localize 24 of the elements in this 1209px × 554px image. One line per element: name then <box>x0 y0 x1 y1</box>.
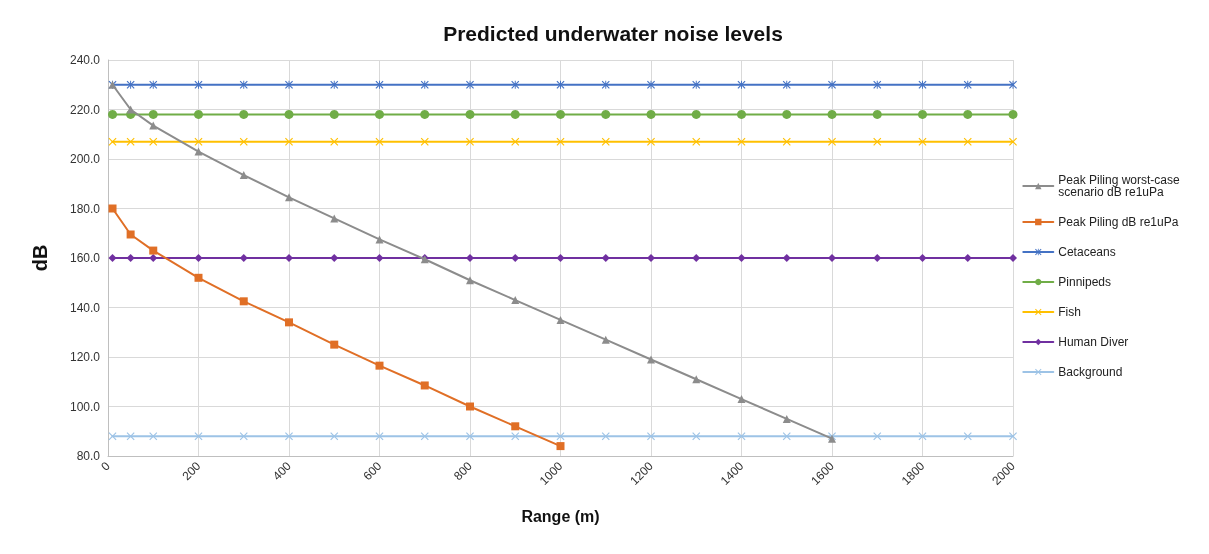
legend-label: Peak Piling worst-case scenario dB re1uPa <box>1058 173 1183 199</box>
x-tick-label: 400 <box>269 458 295 484</box>
x-tick-label: 600 <box>360 458 385 484</box>
y-tick-label: 100.0 <box>69 399 101 414</box>
legend-label: Pinnipeds <box>1058 275 1111 289</box>
y-tick-label: 220.0 <box>69 102 101 117</box>
legend-label: Cetaceans <box>1058 245 1116 259</box>
y-tick-label: 120.0 <box>69 350 101 364</box>
y-tick-label: 140.0 <box>69 300 101 315</box>
y-tick-label: 80.0 <box>76 449 101 463</box>
y-tick-label: 240.0 <box>69 53 101 67</box>
x-axis-title: Range (m) <box>521 507 600 525</box>
x-tick-label: 800 <box>450 458 476 484</box>
legend-label: Fish <box>1058 305 1081 319</box>
y-tick-label: 160.0 <box>69 251 101 265</box>
chart-title: Predicted underwater noise levels <box>443 22 783 45</box>
legend-label: Background <box>1058 365 1123 379</box>
legend-label: Peak Piling dB re1uPa <box>1058 215 1179 229</box>
y-tick-label: 180.0 <box>69 201 101 216</box>
x-tick-label: 200 <box>179 458 204 484</box>
legend-label: Human Diver <box>1058 335 1129 349</box>
y-axis-title: dB <box>29 244 51 272</box>
y-tick-label: 200.0 <box>69 152 101 166</box>
x-tick-label: 0 <box>98 458 114 474</box>
